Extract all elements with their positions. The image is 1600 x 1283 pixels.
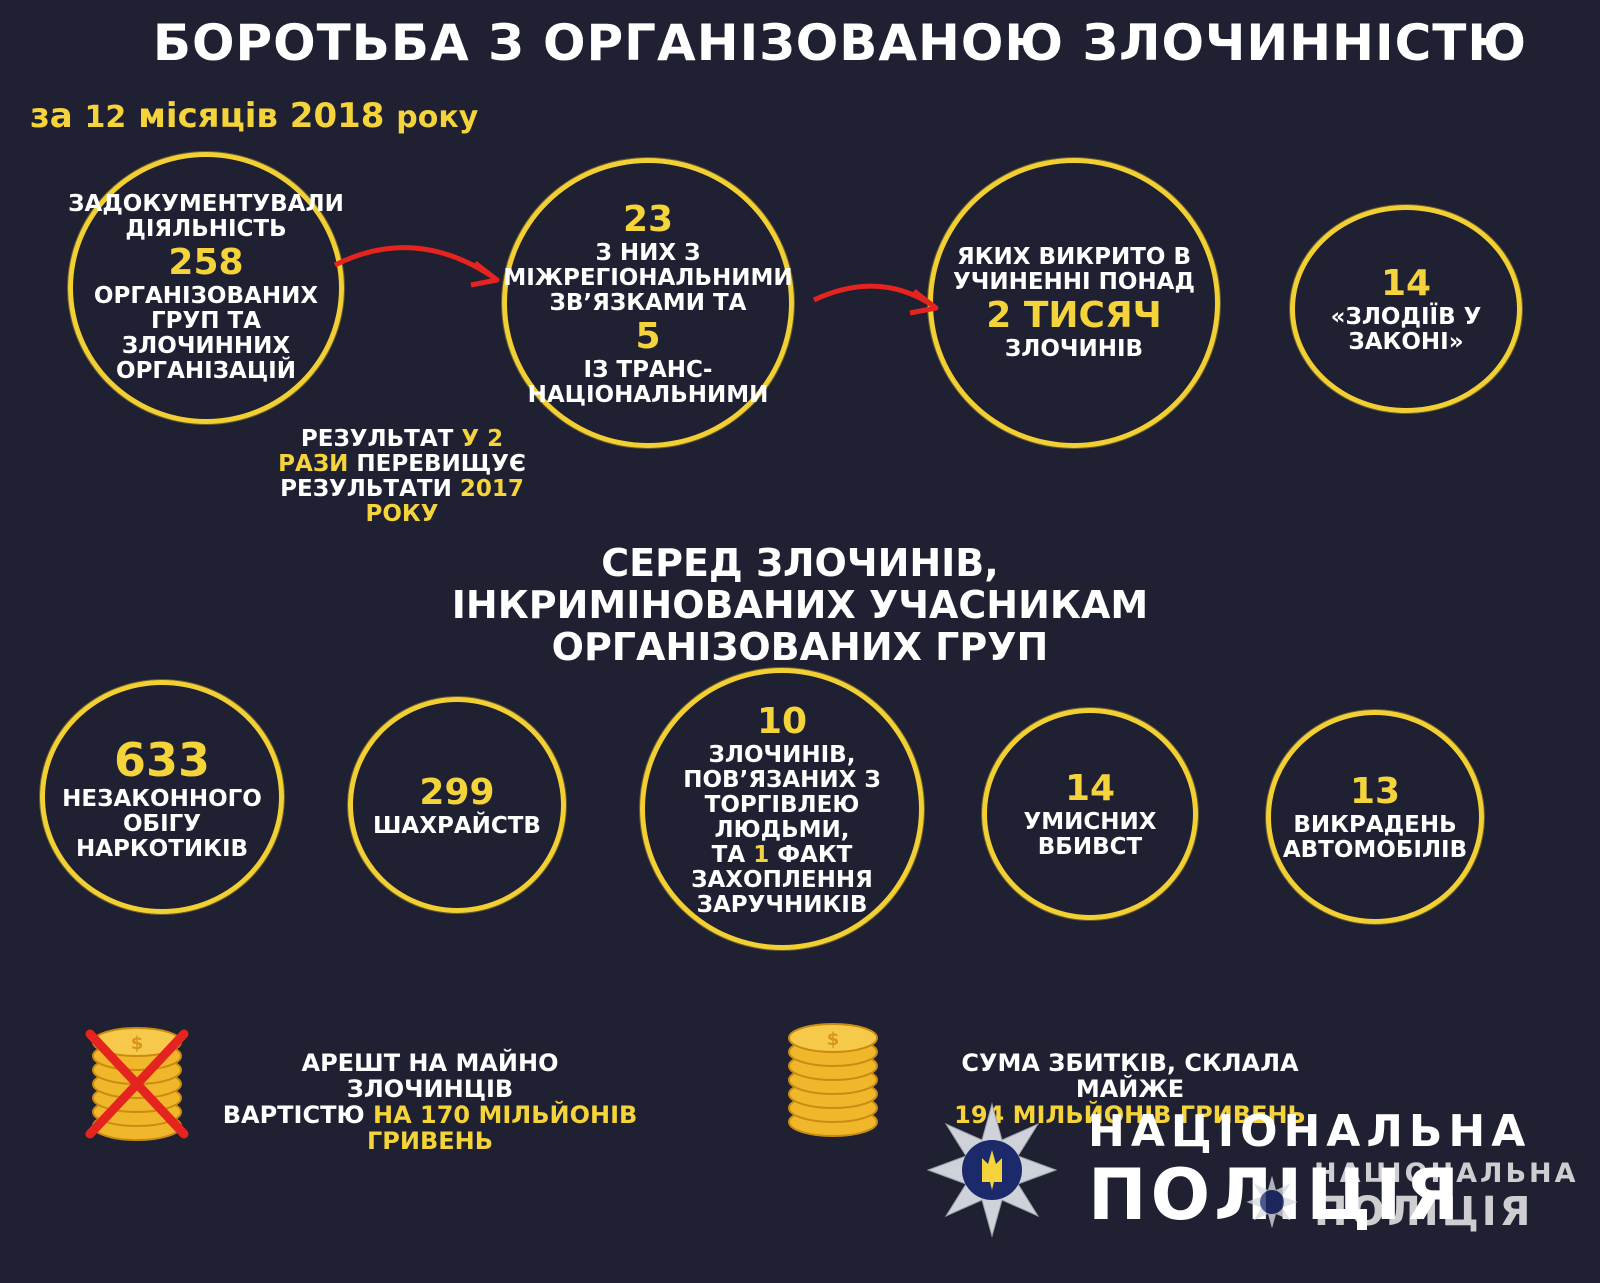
thieves-number: 14 xyxy=(1380,263,1432,304)
note-y1: У 2 xyxy=(461,426,504,452)
groups-line6: ОРГАНІЗАЦІЙ xyxy=(116,358,296,384)
trafficking-line3: ТОРГІВЛЕЮ ЛЮДЬМИ, xyxy=(704,791,860,843)
arrest-line3: ГРИВЕНЬ xyxy=(366,1127,494,1155)
murders-line2: ВБИВСТ xyxy=(1037,834,1143,860)
links-number-23: 23 xyxy=(622,198,674,240)
stat-circle-drugs: 633 НЕЗАКОННОГО ОБІГУ НАРКОТИКІВ xyxy=(40,680,284,914)
section-heading: СЕРЕД ЗЛОЧИНІВ, ІНКРИМІНОВАНИХ УЧАСНИКАМ… xyxy=(0,542,1600,668)
trafficking-line2: ПОВ’ЯЗАНИХ З xyxy=(683,766,881,793)
logo-watermark: НАЦІОНАЛЬНА ПОЛІЦІЯ xyxy=(1246,1158,1579,1235)
period-prefix: за xyxy=(30,96,73,136)
period-subtitle: за 12 місяців 2018 року xyxy=(30,96,478,136)
logo-small-line1: НАЦІОНАЛЬНА xyxy=(1314,1158,1579,1189)
section-heading-line2: ІНКРИМІНОВАНИХ УЧАСНИКАМ xyxy=(451,583,1149,627)
crimes-line1: ЯКИХ ВИКРИТО В xyxy=(957,243,1191,270)
page-title: БОРОТЬБА З ОРГАНІЗОВАНОЮ ЗЛОЧИННІСТЮ xyxy=(152,14,1528,72)
period-suffix: року xyxy=(396,100,479,135)
period-number: 12 xyxy=(84,100,127,135)
trafficking-line4b: ФАКТ xyxy=(777,841,853,868)
thieves-line1: «ЗЛОДІЇВ У xyxy=(1330,304,1482,330)
links-line5: НАЦІОНАЛЬНИМИ xyxy=(527,381,769,408)
section-heading-line3: ОРГАНІЗОВАНИХ ГРУП xyxy=(551,625,1049,669)
drugs-number: 633 xyxy=(113,732,211,787)
note-w2: ПЕРЕВИЩУЄ xyxy=(356,451,526,477)
svg-text:$: $ xyxy=(131,1033,144,1054)
stat-circle-groups: ЗАДОКУМЕНТУВАЛИ ДІЯЛЬНІСТЬ 258 ОРГАНІЗОВ… xyxy=(68,152,344,424)
groups-line3: ОРГАНІЗОВАНИХ xyxy=(93,283,319,309)
note-w3: РЕЗУЛЬТАТИ xyxy=(280,476,452,502)
logo-small-line2: ПОЛІЦІЯ xyxy=(1314,1189,1534,1235)
groups-line2: ДІЯЛЬНІСТЬ xyxy=(125,216,287,242)
arrest-line1: АРЕШТ НА МАЙНО ЗЛОЧИНЦІВ xyxy=(301,1049,559,1103)
crimes-line3: ЗЛОЧИНІВ xyxy=(1004,335,1144,362)
svg-text:$: $ xyxy=(827,1029,840,1050)
stat-circle-murders: 14 УМИСНИХ ВБИВСТ xyxy=(982,708,1198,920)
damage-line1: СУМА ЗБИТКІВ, СКЛАЛА МАЙЖЕ xyxy=(961,1049,1299,1103)
period-year: 2018 xyxy=(289,96,385,136)
note-y3: 2017 xyxy=(459,476,524,502)
stat-circle-cars: 13 ВИКРАДЕНЬ АВТОМОБІЛІВ xyxy=(1266,710,1484,924)
arrest-text: АРЕШТ НА МАЙНО ЗЛОЧИНЦІВ ВАРТІСТЮ НА 170… xyxy=(220,1050,640,1154)
links-line3: ЗВ’ЯЗКАМИ ТА xyxy=(549,289,747,316)
trafficking-line4y: 1 xyxy=(753,841,770,868)
murders-number: 14 xyxy=(1064,768,1116,809)
cars-number: 13 xyxy=(1349,771,1401,812)
stat-circle-fraud: 299 ШАХРАЙСТВ xyxy=(348,697,566,913)
trafficking-line1: ЗЛОЧИНІВ, xyxy=(708,741,856,768)
result-note: РЕЗУЛЬТАТ У 2 РАЗИ ПЕРЕВИЩУЄ РЕЗУЛЬТАТИ … xyxy=(272,427,532,527)
links-line4: ІЗ ТРАНС- xyxy=(583,356,713,383)
thieves-line2: ЗАКОНІ» xyxy=(1348,329,1464,355)
period-months: місяців xyxy=(138,96,278,136)
damage-text: СУМА ЗБИТКІВ, СКЛАЛА МАЙЖЕ 194 МІЛЬЙОНІВ… xyxy=(920,1050,1340,1128)
fraud-number: 299 xyxy=(419,771,495,813)
trafficking-number: 10 xyxy=(756,700,808,742)
cars-line1: ВИКРАДЕНЬ xyxy=(1293,812,1457,838)
note-y4: РОКУ xyxy=(365,501,439,527)
groups-number: 258 xyxy=(168,242,244,283)
drugs-line2: ОБІГУ xyxy=(122,810,202,837)
police-star-icon xyxy=(926,1102,1058,1238)
drugs-line3: НАРКОТИКІВ xyxy=(75,835,249,862)
trafficking-line5: ЗАХОПЛЕННЯ xyxy=(691,866,873,893)
note-w1: РЕЗУЛЬТАТ xyxy=(300,426,454,452)
trafficking-line4: ТА 1 ФАКТ xyxy=(711,841,853,868)
section-heading-line1: СЕРЕД ЗЛОЧИНІВ, xyxy=(601,541,999,585)
groups-line1: ЗАДОКУМЕНТУВАЛИ xyxy=(68,191,344,217)
drugs-line1: НЕЗАКОННОГО xyxy=(62,785,262,812)
cars-line2: АВТОМОБІЛІВ xyxy=(1282,837,1468,863)
groups-line4: ГРУП ТА xyxy=(151,308,261,334)
stat-circle-crimes: ЯКИХ ВИКРИТО В УЧИНЕННІ ПОНАД 2 ТИСЯЧ ЗЛ… xyxy=(928,158,1220,448)
police-star-small-icon xyxy=(1246,1175,1298,1229)
links-number-5: 5 xyxy=(635,315,661,357)
coins-icon: $ xyxy=(788,1023,878,1137)
links-line1: З НИХ З xyxy=(595,239,701,266)
arrest-line2y: НА 170 МІЛЬЙОНІВ xyxy=(372,1101,638,1129)
logo-line1: НАЦІОНАЛЬНА xyxy=(1088,1106,1532,1157)
links-line2: МІЖРЕГІОНАЛЬНИМИ xyxy=(503,264,793,291)
crossed-coins-icon: $ xyxy=(85,1027,189,1141)
arrow-icon xyxy=(333,245,500,288)
crimes-line2: УЧИНЕННІ ПОНАД xyxy=(953,268,1195,295)
stat-circle-thieves: 14 «ЗЛОДІЇВ У ЗАКОНІ» xyxy=(1290,205,1522,413)
crimes-number: 2 ТИСЯЧ xyxy=(986,294,1162,336)
murders-line1: УМИСНИХ xyxy=(1023,809,1157,835)
arrest-line2a: ВАРТІСТЮ xyxy=(222,1101,365,1129)
trafficking-line6: ЗАРУЧНИКІВ xyxy=(696,891,868,918)
fraud-line1: ШАХРАЙСТВ xyxy=(373,812,541,839)
groups-line5: ЗЛОЧИННИХ xyxy=(121,333,291,359)
arrow-icon xyxy=(812,283,939,316)
stat-circle-links: 23 З НИХ З МІЖРЕГІОНАЛЬНИМИ ЗВ’ЯЗКАМИ ТА… xyxy=(502,158,794,448)
damage-line2: 194 МІЛЬЙОНІВ ГРИВЕНЬ xyxy=(954,1101,1306,1129)
stat-circle-trafficking: 10 ЗЛОЧИНІВ, ПОВ’ЯЗАНИХ З ТОРГІВЛЕЮ ЛЮДЬ… xyxy=(640,668,924,950)
note-y2: РАЗИ xyxy=(278,451,349,477)
trafficking-line4a: ТА xyxy=(711,841,746,868)
